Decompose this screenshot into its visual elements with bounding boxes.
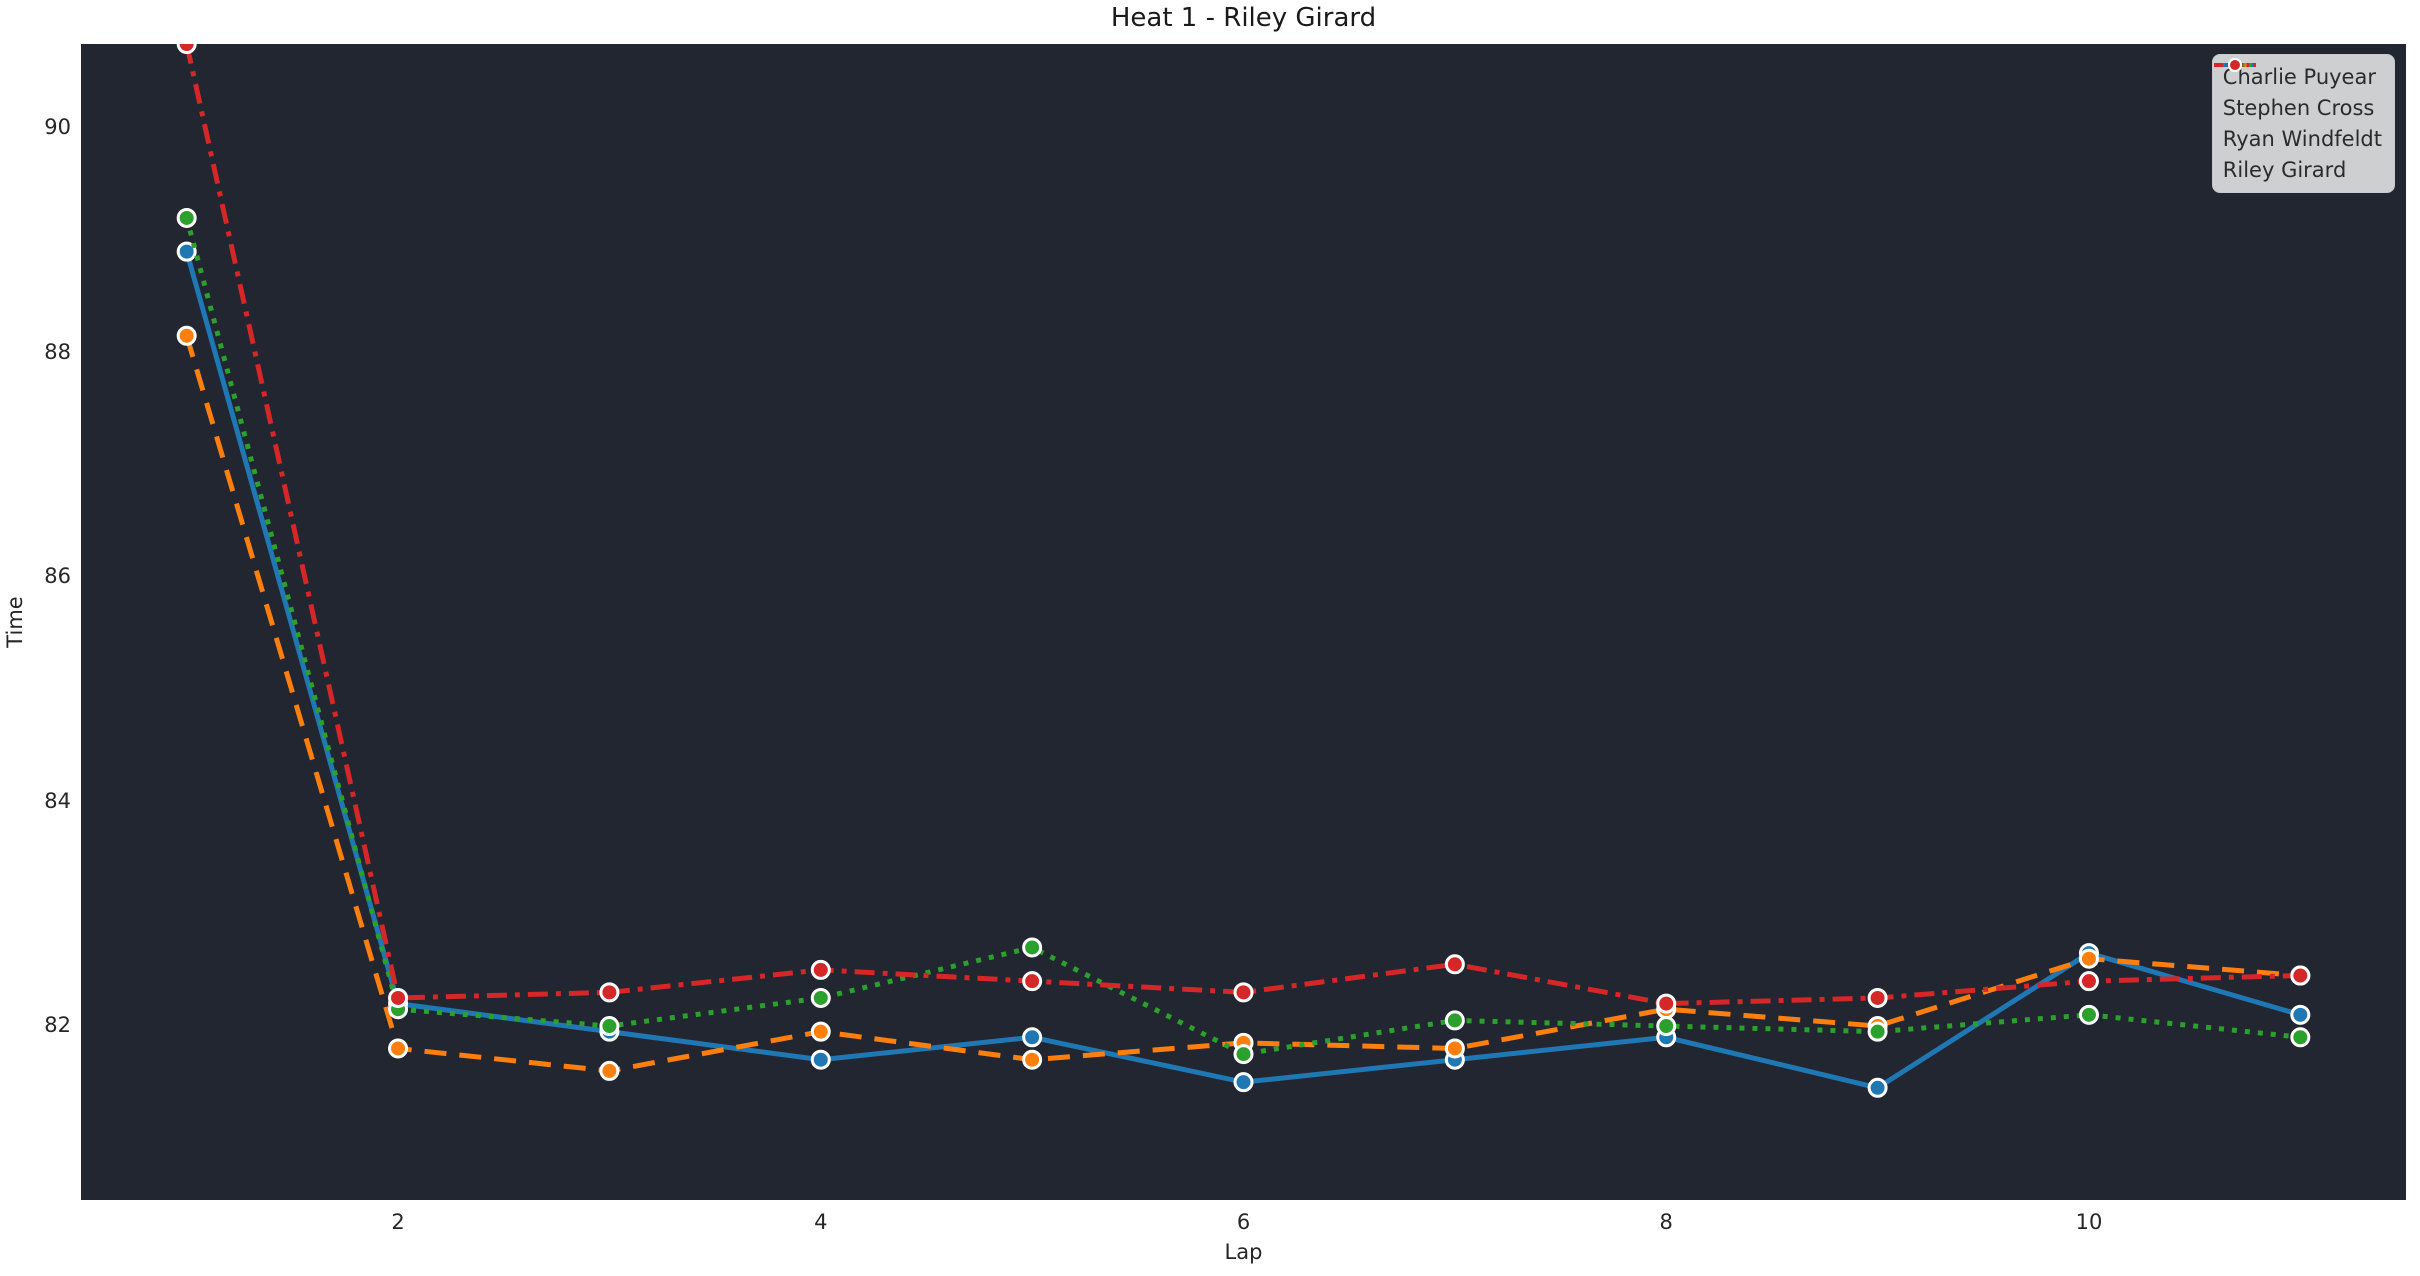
data-point: [1233, 1044, 1254, 1065]
y-tick-label: 84: [44, 788, 71, 813]
data-point: [388, 987, 409, 1008]
x-tick-label: 10: [2075, 1210, 2103, 1234]
x-axis-label: Lap: [1224, 1240, 1263, 1264]
y-tick-label: 86: [44, 564, 71, 589]
data-point: [2290, 965, 2311, 986]
series-line-3: [184, 44, 2301, 1007]
data-point: [1656, 993, 1677, 1014]
data-point: [1022, 971, 1043, 992]
data-point: [2078, 1004, 2099, 1025]
y-tick-label: 88: [44, 339, 71, 364]
y-tick-label: 90: [44, 115, 71, 140]
axes-background: [81, 44, 2406, 1200]
data-point: [176, 241, 197, 262]
plot-area: Charlie Puyear Stephen Cross Ryan Windfeld…: [81, 44, 2406, 1200]
chart-legend: Charlie Puyear Stephen Cross Ryan Windfeld…: [2211, 54, 2395, 193]
data-point: [176, 207, 197, 228]
y-tick-label: 82: [44, 1013, 71, 1038]
chart-title: Heat 1 - Riley Girard: [1110, 3, 1377, 33]
data-point: [1444, 954, 1465, 975]
legend-entry-2: Ryan Windfeldt: [2213, 58, 2382, 153]
data-point: [2290, 1027, 2311, 1048]
x-tick-label: 2: [391, 1210, 405, 1234]
data-point: [810, 959, 831, 980]
data-point: [2078, 948, 2099, 969]
legend-entry-3: Riley Girard: [2213, 58, 2382, 184]
x-tick-label: 8: [1659, 1210, 1673, 1234]
data-point: [599, 1016, 620, 1037]
data-point: [388, 1038, 409, 1059]
data-point: [1867, 1077, 1888, 1098]
data-point: [1867, 987, 1888, 1008]
data-point: [176, 325, 197, 346]
data-point: [1656, 1016, 1677, 1037]
data-point: [1233, 982, 1254, 1003]
data-point: [810, 1021, 831, 1042]
x-tick-label: 6: [1236, 1210, 1251, 1234]
data-point: [2290, 1004, 2311, 1025]
data-point: [176, 44, 197, 54]
data-point: [2078, 971, 2099, 992]
legend-label: Ryan Windfeldt: [2222, 126, 2382, 151]
data-point: [1022, 937, 1043, 958]
x-tick-label: 4: [814, 1210, 828, 1234]
legend-label: Riley Girard: [2222, 157, 2347, 182]
legend-line-sample: [2213, 58, 2256, 72]
legend-label: Stephen Cross: [2222, 95, 2375, 120]
series-line-2: [184, 217, 2301, 1057]
chart-canvas: [81, 44, 2406, 1200]
data-point: [1867, 1021, 1888, 1042]
data-point: [1022, 1049, 1043, 1070]
legend-label: Charlie Puyear: [2222, 64, 2376, 89]
data-point: [810, 987, 831, 1008]
data-point: [1444, 1038, 1465, 1059]
legend-entry-1: Stephen Cross: [2213, 58, 2382, 122]
data-point: [1233, 1072, 1254, 1093]
data-point: [810, 1049, 831, 1070]
data-point: [1022, 1027, 1043, 1048]
data-point: [1444, 1010, 1465, 1031]
data-point: [599, 982, 620, 1003]
data-point: [599, 1060, 620, 1081]
